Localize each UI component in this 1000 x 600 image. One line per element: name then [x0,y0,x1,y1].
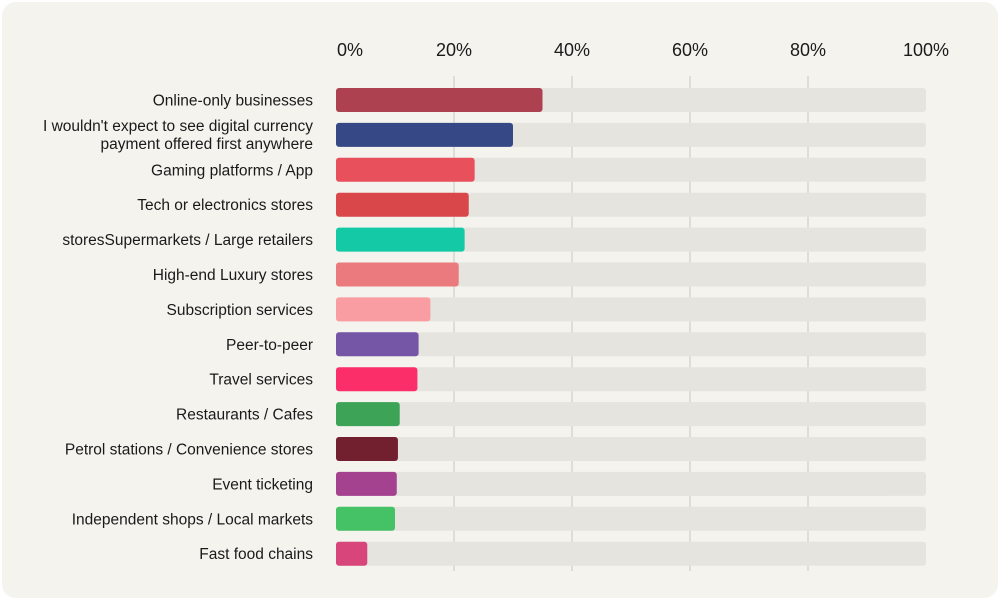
x-tick-label: 80% [790,40,826,60]
category-label: Restaurants / Cafes [176,407,313,424]
x-tick-label: 20% [436,40,472,60]
bar-track [336,471,926,496]
category-label: Subscription services [167,302,314,319]
bar-track [336,192,926,217]
bar [336,122,513,147]
category-label: storesSupermarkets / Large retailers [62,232,313,249]
bar-track [336,262,926,287]
category-label: Petrol stations / Convenience stores [65,442,313,459]
category-label: I wouldn't expect to see digital currenc… [43,118,313,135]
bar [336,332,419,357]
category-label: payment offered first anywhere [100,136,313,153]
x-tick-label: 0% [337,40,363,60]
category-label: Fast food chains [199,546,313,563]
category-label: High-end Luxury stores [153,267,313,284]
category-label: Gaming platforms / App [151,162,313,179]
bar-track [336,402,926,427]
bar-track [336,297,926,322]
bar [336,437,398,461]
category-label: Online-only businesses [153,93,314,110]
x-tick-label: 60% [672,40,708,60]
bar [336,227,465,252]
bar-track [336,157,926,182]
bar [336,402,400,427]
category-label: Travel services [209,372,313,389]
bar-track [336,506,926,531]
x-tick-label: 40% [554,40,590,60]
bar [336,541,368,566]
bar [336,367,418,392]
bar-track [336,541,926,566]
bar [336,88,543,112]
bar-track [336,437,926,461]
bar-track [336,332,926,357]
bar-track [336,367,926,392]
bar [336,157,475,182]
bar [336,262,459,287]
bar-track [336,227,926,252]
category-label: Independent shops / Local markets [72,511,314,528]
bar [336,192,469,217]
category-label: Tech or electronics stores [137,197,313,214]
category-label: Peer-to-peer [226,337,313,354]
bar [336,471,397,496]
x-tick-label: 100% [903,40,949,60]
category-label: Event ticketing [212,476,313,493]
bar [336,506,395,531]
bar [336,297,431,322]
